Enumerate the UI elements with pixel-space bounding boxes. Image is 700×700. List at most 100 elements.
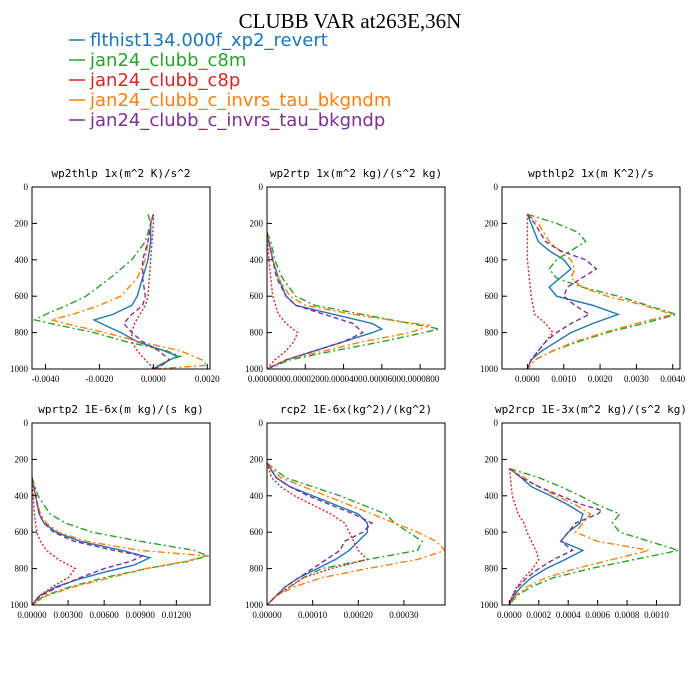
series-line — [508, 467, 679, 605]
x-tick-label: 0.0008 — [615, 610, 640, 620]
panel-title: wp2rtp 1x(m^2 kg)/(s^2 kg) — [270, 167, 442, 180]
x-tick-label: 0.0000400 — [324, 374, 363, 384]
y-tick-label: 1000 — [10, 364, 29, 374]
y-tick-label: 600 — [15, 527, 29, 537]
series-line — [92, 214, 180, 369]
y-tick-label: 0 — [259, 182, 264, 192]
legend-label: flthist134.000f_xp2_revert — [90, 30, 328, 51]
y-tick-label: 800 — [250, 328, 264, 338]
x-tick-label: 0.01200 — [162, 610, 192, 620]
x-tick-label: 0.0020 — [195, 374, 220, 384]
series-line — [526, 214, 554, 369]
panel: wpthlp2 1x(m K^2)/s 0 200 400 600 800 1000 0.00… — [480, 167, 686, 384]
y-tick-label: 1000 — [10, 600, 29, 610]
x-tick-label: 0.0010 — [551, 374, 576, 384]
y-tick-label: 200 — [15, 454, 29, 464]
series-line — [267, 462, 369, 605]
x-tick-label: 0.0004 — [556, 610, 581, 620]
panel: wp2rcp 1E-3x(m^2 kg)/(s^2 kg) 0 200 400 600 8… — [480, 403, 687, 620]
series-line — [526, 213, 679, 369]
x-tick-label: -0.0020 — [86, 374, 114, 384]
series-line — [267, 462, 369, 605]
y-tick-label: 400 — [485, 255, 499, 265]
panel-title: wpthlp2 1x(m K^2)/s — [528, 167, 654, 180]
series-group — [526, 213, 679, 369]
series-line — [267, 232, 440, 369]
legend-label: jan24_clubb_c8p — [89, 70, 240, 91]
series-group — [32, 477, 210, 605]
x-tick-label: 0.00000 — [252, 610, 282, 620]
y-tick-label: 400 — [250, 491, 264, 501]
y-tick-label: 600 — [485, 291, 499, 301]
y-tick-label: 200 — [15, 218, 29, 228]
y-tick-label: 0 — [24, 182, 29, 192]
panel-frame — [31, 422, 211, 606]
y-tick-label: 600 — [250, 527, 264, 537]
x-tick-label: 0.00010 — [298, 610, 328, 620]
panel-title: wp2thlp 1x(m^2 K)/s^2 — [51, 167, 190, 180]
series-line — [526, 213, 676, 369]
y-tick-label: 0 — [494, 182, 499, 192]
legend-entry: jan24_clubb_c8p — [69, 70, 240, 91]
x-tick-label: 0.00000 — [17, 610, 47, 620]
x-tick-label: 0.00030 — [389, 610, 419, 620]
chart-title: CLUBB VAR at263E,36N — [239, 9, 462, 33]
series-line — [508, 467, 604, 605]
y-tick-label: 800 — [250, 564, 264, 574]
y-tick-label: 200 — [250, 454, 264, 464]
panel-title: wp2rcp 1E-3x(m^2 kg)/(s^2 kg) — [495, 403, 687, 416]
y-tick-label: 400 — [485, 491, 499, 501]
x-tick-label: 0.0000 — [141, 374, 166, 384]
legend-label: jan24_clubb_c_invrs_tau_bkgndp — [89, 110, 385, 131]
x-tick-label: 0.0010 — [644, 610, 669, 620]
panels: wp2thlp 1x(m^2 K)/s^202004006008001000-0… — [10, 167, 687, 620]
series-line — [267, 462, 445, 605]
series-line — [50, 214, 209, 369]
y-tick-label: 400 — [15, 491, 29, 501]
series-line — [267, 232, 299, 369]
legend: flthist134.000f_xp2_revertjan24_clubb_c8… — [69, 30, 391, 131]
x-tick-label: 0.00600 — [90, 610, 120, 620]
panel-frame — [501, 186, 681, 370]
series-group — [32, 214, 209, 369]
x-tick-label: 0.0000800 — [401, 374, 440, 384]
panel-frame — [501, 422, 681, 606]
y-tick-label: 1000 — [480, 364, 499, 374]
legend-entry: jan24_clubb_c_invrs_tau_bkgndm — [69, 90, 391, 111]
y-tick-label: 1000 — [245, 364, 264, 374]
series-line — [32, 477, 152, 605]
y-tick-label: 600 — [250, 291, 264, 301]
y-tick-label: 400 — [250, 255, 264, 265]
series-line — [32, 477, 77, 605]
y-tick-label: 800 — [485, 564, 499, 574]
series-line — [267, 232, 384, 369]
y-tick-label: 200 — [485, 454, 499, 464]
x-tick-label: 0.00020 — [344, 610, 374, 620]
y-tick-label: 0 — [259, 418, 264, 428]
legend-label: jan24_clubb_c_invrs_tau_bkgndm — [89, 90, 391, 111]
y-tick-label: 600 — [485, 527, 499, 537]
panel: rcp2 1E-6x(kg^2)/(kg^2) 0 200 400 600 800 1000… — [245, 403, 446, 620]
legend-label: jan24_clubb_c8m — [89, 50, 246, 71]
x-tick-label: 0.0006 — [585, 610, 610, 620]
y-tick-label: 400 — [15, 255, 29, 265]
y-tick-label: 800 — [15, 564, 29, 574]
x-tick-label: 0.0002 — [526, 610, 551, 620]
x-tick-label: 0.0000 — [515, 374, 540, 384]
x-tick-label: -0.0040 — [32, 374, 60, 384]
y-tick-label: 200 — [485, 218, 499, 228]
series-line — [267, 462, 374, 605]
y-tick-label: 600 — [15, 291, 29, 301]
x-tick-label: 0.0040 — [660, 374, 685, 384]
series-line — [32, 477, 145, 605]
panel: wprtp2 1E-6x(m kg)/(s kg) 0 200 400 600 800 10… — [10, 403, 211, 620]
x-tick-label: 0.0000600 — [363, 374, 402, 384]
x-tick-label: 0.0030 — [624, 374, 649, 384]
series-group — [267, 232, 440, 369]
y-tick-label: 0 — [24, 418, 29, 428]
series-line — [32, 477, 207, 605]
legend-entry: jan24_clubb_c8m — [69, 50, 246, 71]
series-line — [267, 232, 430, 369]
y-tick-label: 800 — [15, 328, 29, 338]
panel: wp2rtp 1x(m^2 kg)/(s^2 kg) 0 200 400 600 800 1… — [245, 167, 446, 384]
